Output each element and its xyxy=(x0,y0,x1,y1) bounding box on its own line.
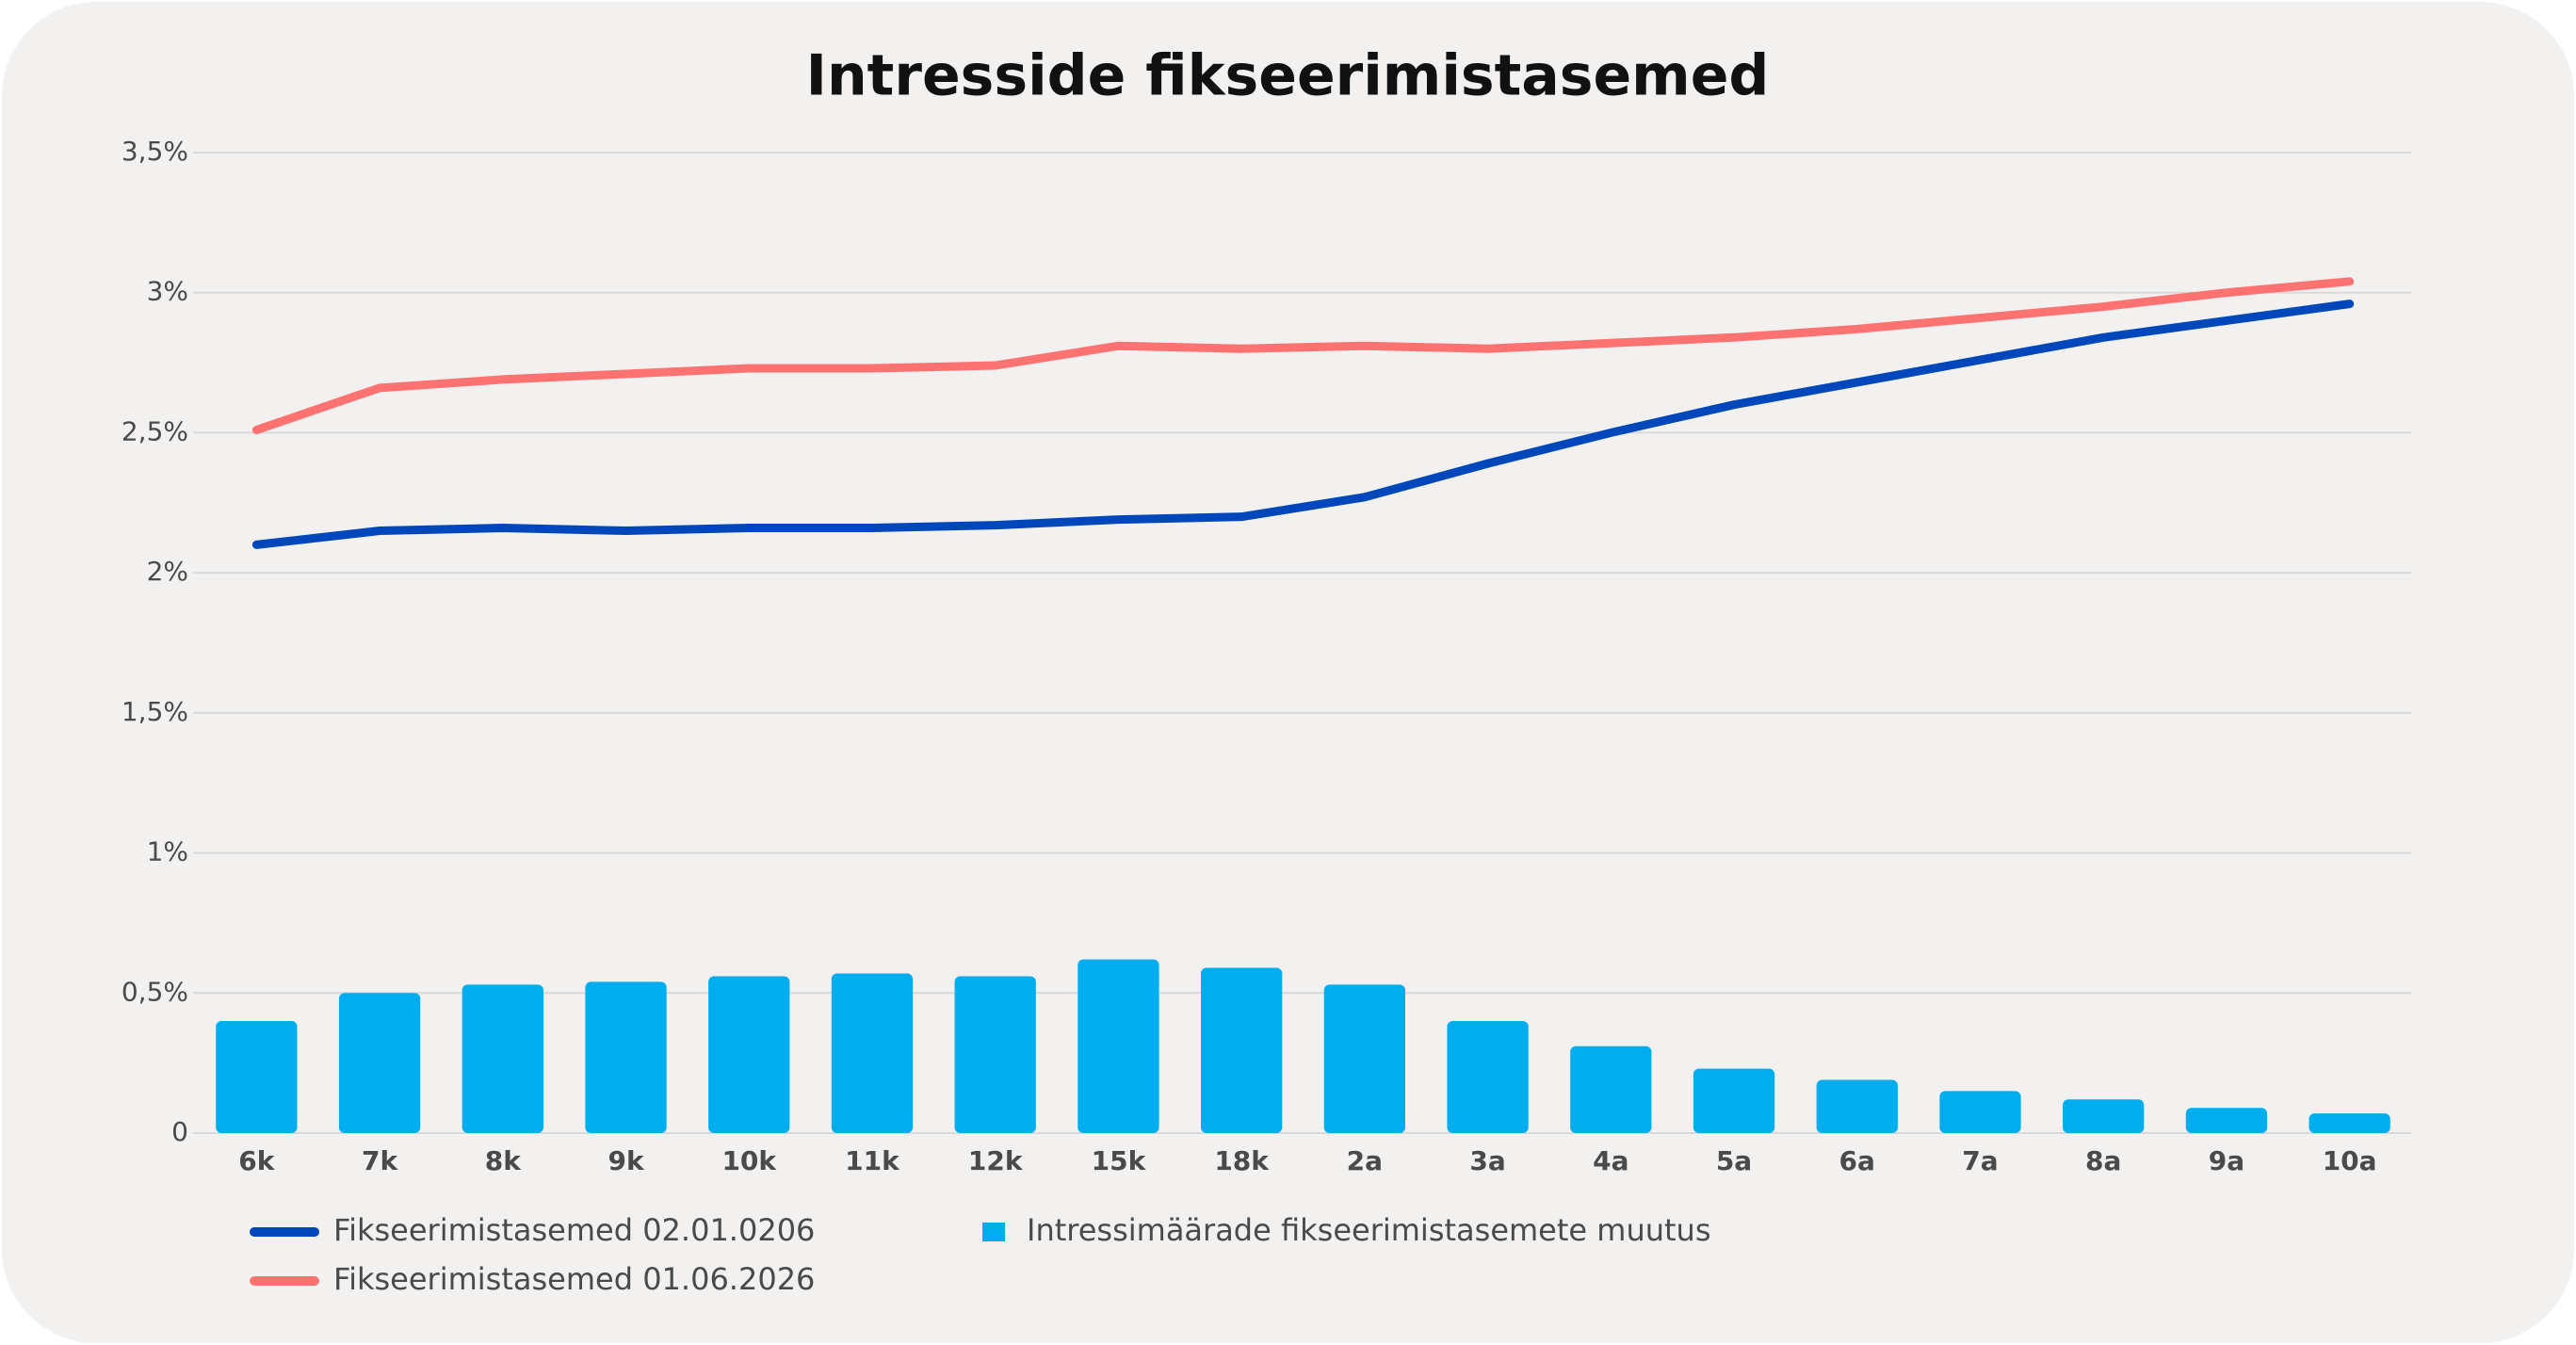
bar xyxy=(338,993,421,1133)
bar xyxy=(1939,1091,2021,1133)
bar xyxy=(1201,967,1283,1133)
y-tick-label: 1% xyxy=(147,836,188,867)
x-tick-label: 6k xyxy=(238,1145,275,1176)
y-tick-label: 2,5% xyxy=(122,415,188,446)
bar xyxy=(954,976,1036,1133)
x-tick-label: 4a xyxy=(1593,1145,1628,1176)
line xyxy=(251,300,2355,549)
x-tick-label: 5a xyxy=(1716,1145,1752,1176)
x-tick-label: 10k xyxy=(721,1145,777,1176)
bar xyxy=(1077,959,1159,1133)
y-tick-label: 0,5% xyxy=(122,976,188,1007)
x-tick-label: 6a xyxy=(1839,1145,1875,1176)
bar xyxy=(1447,1021,1529,1133)
x-tick-label: 11k xyxy=(845,1145,900,1176)
bar xyxy=(708,976,790,1133)
x-tick-label: 15k xyxy=(1092,1145,1147,1176)
bar xyxy=(2185,1108,2268,1133)
bar xyxy=(2309,1113,2390,1133)
bar xyxy=(1816,1079,1898,1133)
x-tick-label: 2a xyxy=(1347,1145,1383,1176)
bar xyxy=(1570,1045,1652,1133)
bar xyxy=(1693,1068,1775,1133)
chart-title: Intresside fikseerimistasemed xyxy=(806,43,1770,109)
legend-label: Fikseerimistasemed 02.01.0206 xyxy=(333,1212,815,1248)
x-tick-label: 10a xyxy=(2323,1145,2377,1176)
x-tick-label: 18k xyxy=(1214,1145,1270,1176)
y-tick-label: 2% xyxy=(147,556,188,587)
bar xyxy=(216,1021,298,1133)
y-tick-label: 1,5% xyxy=(122,696,188,727)
x-tick-label: 7k xyxy=(362,1145,398,1176)
x-tick-label: 9a xyxy=(2209,1145,2244,1176)
x-tick-label: 8a xyxy=(2085,1145,2121,1176)
bar xyxy=(831,973,914,1133)
legend-label: Fikseerimistasemed 01.06.2026 xyxy=(333,1261,815,1297)
legend-swatch xyxy=(982,1223,1005,1241)
x-tick-label: 7a xyxy=(1962,1145,1998,1176)
x-tick-label: 3a xyxy=(1469,1145,1505,1176)
bar xyxy=(1323,984,1405,1133)
legend-label: Intressimäärade fikseerimistasemete muut… xyxy=(1027,1212,1711,1248)
bar xyxy=(585,981,667,1133)
x-tick-label: 8k xyxy=(485,1145,522,1176)
bar xyxy=(2063,1099,2145,1133)
x-tick-label: 9k xyxy=(608,1145,644,1176)
bar xyxy=(462,984,543,1133)
y-tick-label: 3% xyxy=(147,276,188,307)
y-tick-label: 3,5% xyxy=(122,136,188,167)
x-tick-label: 12k xyxy=(968,1145,1024,1176)
y-tick-label: 0 xyxy=(171,1116,188,1147)
line xyxy=(251,277,2355,434)
